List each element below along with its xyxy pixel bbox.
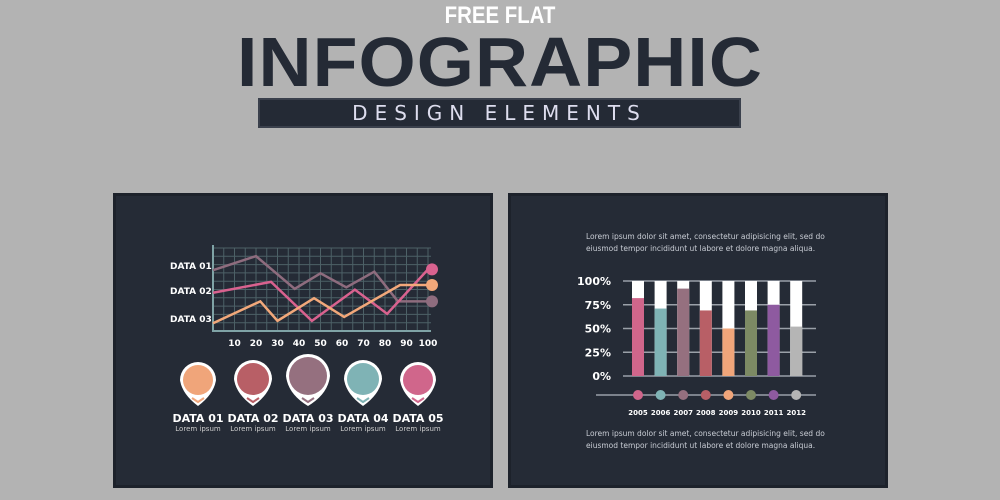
- bar: [767, 304, 780, 376]
- line-chart-panel: DATA 01 DATA 02 DATA 03 10 20 30 40 50 60 70 80…: [113, 193, 493, 488]
- timeline-dot: [678, 390, 689, 400]
- bar: [790, 326, 803, 376]
- x-tick-label: 80: [379, 339, 392, 349]
- series-end-marker: [426, 295, 438, 308]
- y-tick-label: 0%: [592, 370, 611, 383]
- y-tick-label: 25%: [585, 346, 611, 359]
- x-tick-label: 40: [293, 339, 306, 349]
- series-line: [212, 283, 428, 325]
- series-end-marker: [426, 278, 438, 291]
- year-label: 2005: [628, 409, 648, 417]
- x-tick-label: 90: [400, 339, 413, 349]
- pin-icon: [286, 354, 330, 406]
- pin-label: DATA 02: [227, 412, 279, 425]
- series-label: DATA 03: [170, 315, 212, 325]
- bar: [745, 310, 757, 376]
- bar: [677, 288, 690, 376]
- y-tick-label: 75%: [585, 299, 611, 312]
- x-tick-label: 60: [336, 339, 349, 349]
- data-pin: DATA 03 Lorem ipsum: [278, 354, 338, 433]
- data-pin: DATA 04 Lorem ipsum: [333, 360, 393, 433]
- header-subtitle: FREE FLAT: [444, 2, 556, 29]
- timeline-dot: [700, 390, 711, 400]
- pin-icon: [344, 360, 382, 406]
- series-line: [212, 254, 428, 303]
- series-label: DATA 02: [170, 287, 212, 297]
- data-pin: DATA 02 Lorem ipsum: [223, 360, 283, 433]
- x-tick-label: 100: [419, 339, 438, 349]
- pin-icon: [234, 360, 272, 406]
- pin-sublabel: Lorem ipsum: [175, 425, 221, 433]
- pin-icon: [180, 362, 216, 406]
- pin-sublabel: Lorem ipsum: [230, 425, 276, 433]
- pin-label: DATA 03: [282, 412, 334, 425]
- data-pin: DATA 01 Lorem ipsum: [168, 362, 228, 433]
- bar-chart-panel: Lorem ipsum dolor sit amet, consectetur …: [508, 193, 888, 488]
- y-tick-label: 50%: [585, 323, 611, 336]
- timeline-dot: [633, 390, 643, 400]
- pin-sublabel: Lorem ipsum: [285, 425, 331, 433]
- pin-label: DATA 01: [172, 412, 224, 425]
- year-label: 2006: [651, 409, 671, 417]
- y-tick-label: 100%: [577, 275, 611, 288]
- series-end-marker: [426, 263, 438, 276]
- timeline-dot: [791, 390, 802, 400]
- series-label: DATA 01: [170, 262, 212, 272]
- timeline-dot: [746, 390, 756, 400]
- year-label: 2008: [696, 409, 716, 417]
- year-label: 2007: [673, 409, 693, 417]
- pin-sublabel: Lorem ipsum: [395, 425, 441, 433]
- series-line: [212, 268, 429, 323]
- header-banner: DESIGN ELEMENTS: [258, 98, 741, 128]
- year-label: 2012: [786, 409, 806, 417]
- pin-icon: [400, 362, 436, 406]
- year-label: 2010: [741, 409, 761, 417]
- axis: [212, 245, 431, 332]
- bar: [654, 308, 667, 376]
- pin-sublabel: Lorem ipsum: [340, 425, 386, 433]
- x-tick-label: 10: [228, 339, 241, 349]
- bar: [632, 298, 644, 376]
- header-title: INFOGRAPHIC: [236, 23, 764, 101]
- pin-label: DATA 05: [392, 412, 444, 425]
- timeline-dot: [655, 390, 666, 400]
- bar: [722, 328, 735, 376]
- bar-chart: 100%75%50%25%0%2005 2006 2007 2008 2009 2010 2…: [577, 275, 816, 417]
- pin-label: DATA 04: [337, 412, 389, 425]
- x-tick-label: 70: [357, 339, 370, 349]
- data-pin: DATA 05 Lorem ipsum: [388, 362, 448, 433]
- year-label: 2009: [719, 409, 739, 417]
- year-label: 2011: [764, 409, 784, 417]
- x-tick-label: 20: [250, 339, 263, 349]
- timeline-dot: [723, 390, 734, 400]
- description-top: Lorem ipsum dolor sit amet, consectetur …: [586, 232, 825, 253]
- x-tick-label: 50: [314, 339, 327, 349]
- description-bottom: Lorem ipsum dolor sit amet, consectetur …: [586, 429, 825, 450]
- bar: [699, 310, 712, 376]
- timeline-dot: [768, 390, 779, 400]
- line-chart: 10 20 30 40 50 60 70 80 90 100: [212, 245, 438, 349]
- x-tick-label: 30: [271, 339, 284, 349]
